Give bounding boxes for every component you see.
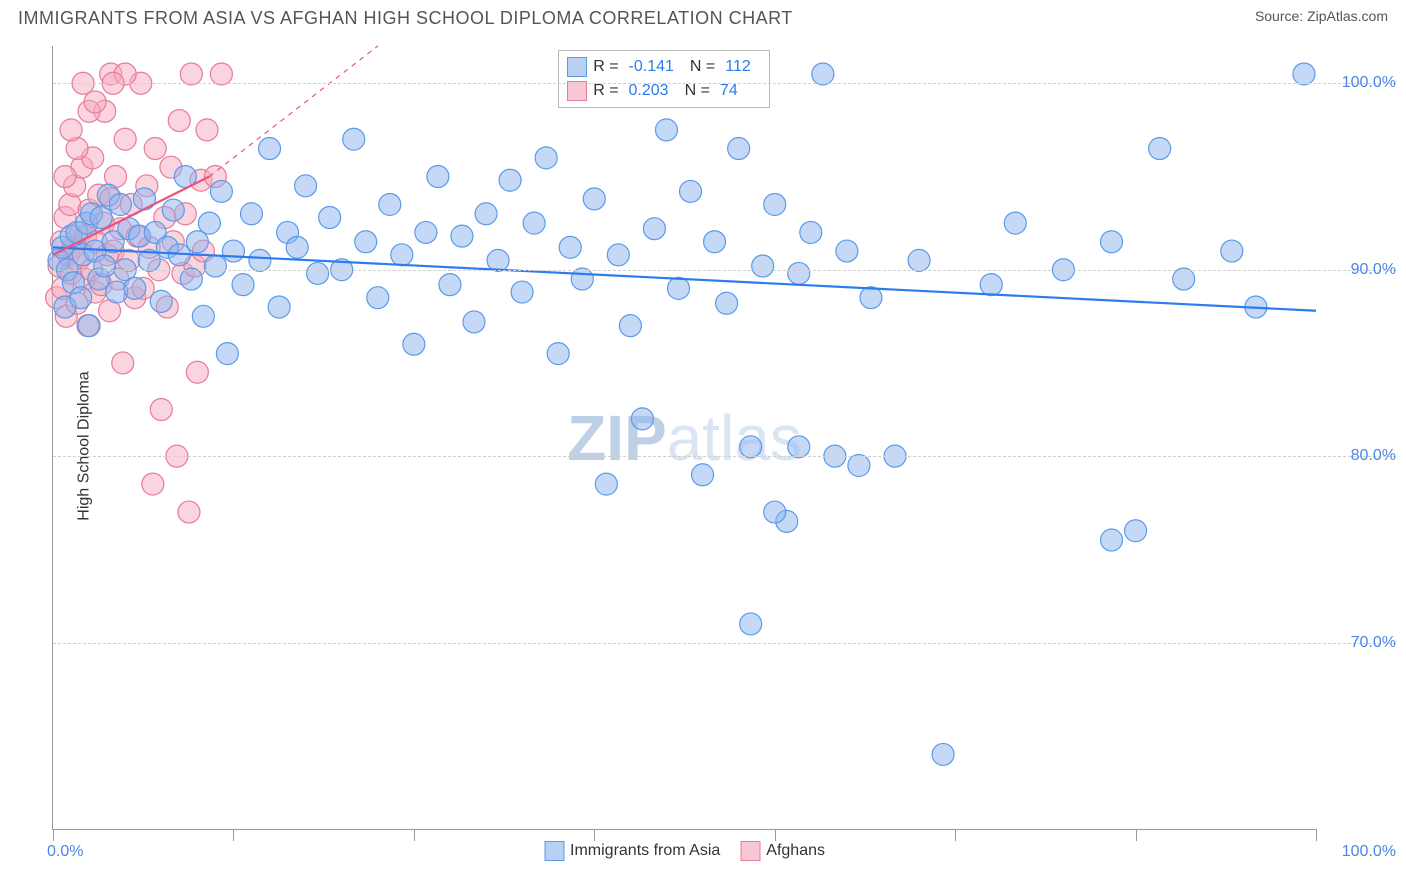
x-axis-end-label: 100.0% [1342, 843, 1396, 861]
y-tick-label: 100.0% [1326, 74, 1396, 92]
legend-item-asia: Immigrants from Asia [544, 841, 720, 861]
x-tick [53, 829, 54, 841]
swatch-asia-icon [544, 841, 564, 861]
gridline [53, 270, 1396, 271]
gridline [53, 456, 1396, 457]
y-tick-label: 80.0% [1326, 447, 1396, 465]
x-tick [233, 829, 234, 841]
x-tick [955, 829, 956, 841]
y-tick-label: 70.0% [1326, 634, 1396, 652]
correlation-legend: R = -0.141 N = 112 R = 0.203 N = 74 [558, 50, 770, 108]
source-attribution: Source: ZipAtlas.com [1255, 8, 1388, 24]
chart-header: IMMIGRANTS FROM ASIA VS AFGHAN HIGH SCHO… [0, 0, 1406, 33]
x-tick [414, 829, 415, 841]
x-tick [775, 829, 776, 841]
swatch-asia [567, 57, 587, 77]
y-tick-label: 90.0% [1326, 261, 1396, 279]
series-legend: Immigrants from Asia Afghans [544, 841, 825, 861]
legend-row-asia: R = -0.141 N = 112 [567, 55, 761, 79]
swatch-afghan-icon [740, 841, 760, 861]
x-axis-start-label: 0.0% [47, 843, 83, 861]
legend-item-afghan: Afghans [740, 841, 825, 861]
x-tick [1316, 829, 1317, 841]
gridline [53, 83, 1396, 84]
gridline [53, 643, 1396, 644]
x-tick [594, 829, 595, 841]
x-tick [1136, 829, 1137, 841]
scatter-svg [53, 46, 1316, 829]
chart-title: IMMIGRANTS FROM ASIA VS AFGHAN HIGH SCHO… [18, 8, 793, 29]
chart-plot-area: ZIPatlas R = -0.141 N = 112 R = 0.203 N … [52, 46, 1316, 830]
